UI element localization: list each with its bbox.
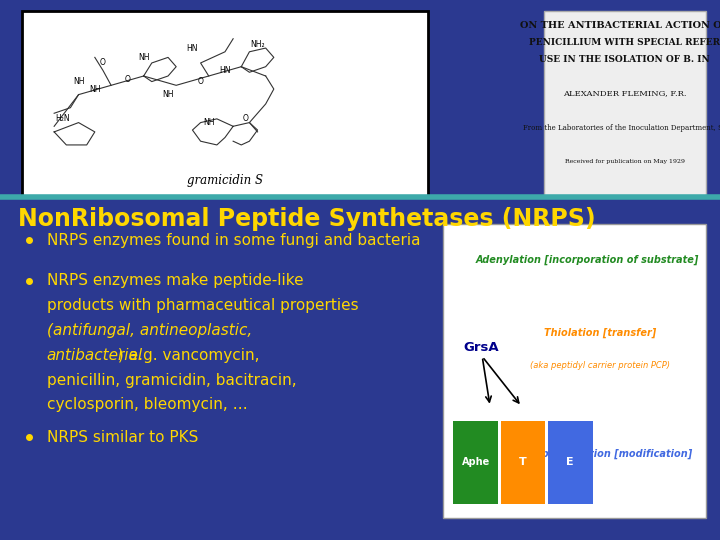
Text: HN: HN	[186, 44, 198, 52]
Text: ALEXANDER FLEMING, F.R.: ALEXANDER FLEMING, F.R.	[563, 90, 686, 98]
Text: cyclosporin, bleomycin, …: cyclosporin, bleomycin, …	[47, 397, 248, 413]
Text: NH: NH	[162, 90, 174, 99]
Text: USE IN THE ISOLATION OF B. IN: USE IN THE ISOLATION OF B. IN	[539, 55, 710, 64]
Text: GrsA: GrsA	[464, 341, 500, 354]
Text: NonRibosomal Peptide Synthetases (NRPS): NonRibosomal Peptide Synthetases (NRPS)	[18, 207, 595, 231]
Text: T: T	[519, 457, 527, 468]
Text: penicillin, gramicidin, bacitracin,: penicillin, gramicidin, bacitracin,	[47, 373, 297, 388]
Bar	[500, 421, 545, 504]
Text: Received for publication on May 1929: Received for publication on May 1929	[564, 159, 685, 164]
Text: gramicidin S: gramicidin S	[187, 174, 263, 187]
Text: NH: NH	[89, 85, 101, 93]
Text: antibacterial: antibacterial	[47, 348, 143, 363]
Bar	[443, 224, 706, 518]
Bar	[22, 11, 428, 197]
Text: Adenylation [incorporation of substrate]: Adenylation [incorporation of substrate]	[476, 254, 699, 265]
Text: NH: NH	[203, 118, 215, 127]
Text: NRPS similar to PKS: NRPS similar to PKS	[47, 430, 198, 445]
Bar	[544, 11, 706, 197]
Text: Epimerization [modification]: Epimerization [modification]	[535, 449, 692, 459]
Text: (antifungal, antineoplastic,: (antifungal, antineoplastic,	[47, 323, 252, 338]
Text: ) e.g. vancomycin,: ) e.g. vancomycin,	[113, 348, 259, 363]
Text: Aphe: Aphe	[462, 457, 490, 468]
Text: H₂N: H₂N	[55, 114, 70, 123]
Text: O: O	[125, 75, 130, 84]
Text: products with pharmaceutical properties: products with pharmaceutical properties	[47, 298, 359, 313]
Text: O: O	[198, 77, 204, 86]
Text: NRPS enzymes found in some fungi and bacteria: NRPS enzymes found in some fungi and bac…	[47, 233, 420, 248]
Bar	[454, 421, 498, 504]
Text: E: E	[567, 457, 574, 468]
Text: NH: NH	[138, 53, 149, 62]
Text: O: O	[243, 114, 248, 123]
Text: NRPS enzymes make peptide-like: NRPS enzymes make peptide-like	[47, 273, 303, 288]
Text: From the Laboratories of the Inoculation Department, St: From the Laboratories of the Inoculation…	[523, 124, 720, 132]
Text: NH: NH	[73, 77, 84, 86]
Text: PENICILLIUM WITH SPECIAL REFER: PENICILLIUM WITH SPECIAL REFER	[529, 38, 720, 47]
Text: NH₂: NH₂	[251, 40, 265, 49]
Text: HN: HN	[220, 66, 230, 75]
Text: ON THE ANTIBACTERIAL ACTION OF: ON THE ANTIBACTERIAL ACTION OF	[521, 21, 720, 30]
Text: (aka peptidyl carrier protein PCP): (aka peptidyl carrier protein PCP)	[531, 361, 670, 370]
Bar	[548, 421, 593, 504]
Text: Thiolation [transfer]: Thiolation [transfer]	[544, 328, 657, 338]
Text: O: O	[100, 58, 106, 68]
